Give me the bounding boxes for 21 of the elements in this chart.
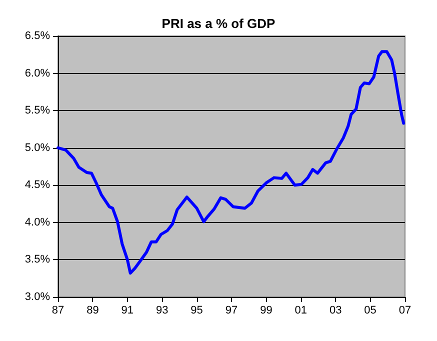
y-tick-label: 4.0% <box>24 216 50 228</box>
x-tick-label: 97 <box>225 304 238 316</box>
x-tick-label: 01 <box>294 304 308 316</box>
x-tick-label: 05 <box>364 304 376 316</box>
x-tick-label: 95 <box>190 304 203 316</box>
x-tick-label: 87 <box>52 304 64 316</box>
chart-title: PRI as a % of GDP <box>162 16 276 31</box>
y-tick-label: 3.0% <box>24 291 50 303</box>
y-tick-label: 4.5% <box>24 179 50 192</box>
y-tick-label: 5.0% <box>24 142 50 154</box>
y-tick-label: 6.5% <box>24 30 50 42</box>
x-tick-label: 99 <box>260 304 272 316</box>
x-tick-label: 89 <box>86 304 99 316</box>
y-tick-label: 5.5% <box>24 104 50 117</box>
line-series <box>56 50 406 275</box>
x-tick-label: 07 <box>398 304 412 316</box>
x-tick-label: 93 <box>156 304 168 316</box>
y-tick-label: 6.0% <box>24 67 50 80</box>
x-tick-label: 91 <box>121 304 134 316</box>
y-tick-label: 3.5% <box>24 254 50 266</box>
x-tick-label: 03 <box>329 304 342 316</box>
